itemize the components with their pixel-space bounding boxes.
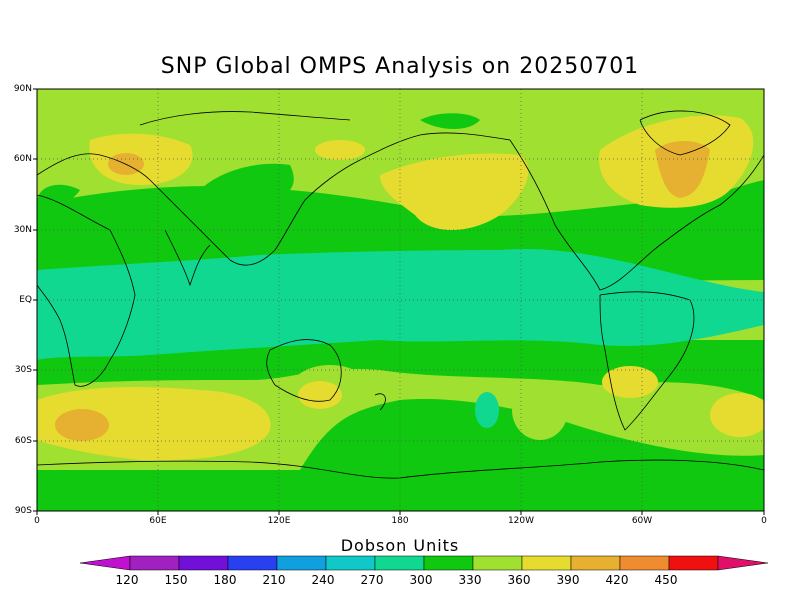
contour-blob-390-n1 xyxy=(655,141,710,198)
coast-new-zealand xyxy=(374,393,386,411)
colorbar-segment xyxy=(129,555,180,571)
contour-blob-360-s3 xyxy=(710,393,764,437)
contour-band-270-tropics xyxy=(37,249,764,360)
colorbar-segment xyxy=(276,555,327,571)
lon-label-0-east: 0 xyxy=(761,516,767,526)
lat-label-60s: 60S xyxy=(14,436,32,446)
lon-label-60w: 60W xyxy=(631,516,653,526)
colorbar-tick-label: 390 xyxy=(556,573,580,587)
colorbar-segment xyxy=(472,555,523,571)
lon-label-120w: 120W xyxy=(507,516,535,526)
colorbar-tick-label: 300 xyxy=(409,573,433,587)
lat-label-30s: 30S xyxy=(14,365,32,375)
colorbar-tick-label: 150 xyxy=(164,573,188,587)
coast-greenland xyxy=(639,110,731,156)
colorbar-under-triangle xyxy=(79,555,131,571)
colorbar-tick-label: 330 xyxy=(458,573,482,587)
colorbar-tick-label: 270 xyxy=(360,573,384,587)
contour-band-300-arctic xyxy=(420,113,480,129)
colorbar-tick-label: 240 xyxy=(311,573,335,587)
coast-arctic-islands xyxy=(139,111,351,126)
contour-band-300-nw xyxy=(37,184,80,210)
lat-label-90s: 90S xyxy=(14,506,32,516)
ozone-field xyxy=(37,89,764,511)
colorbar-tick-label: 180 xyxy=(213,573,237,587)
colorbar-tick-label: 420 xyxy=(605,573,629,587)
coast-asia xyxy=(149,132,511,266)
colorbar-segment xyxy=(178,555,229,571)
colorbar-segment xyxy=(570,555,621,571)
contour-blob-360-n4 xyxy=(315,140,365,160)
colorbar-tick-label: 210 xyxy=(262,573,286,587)
coast-australia xyxy=(266,339,342,402)
lon-label-120e: 120E xyxy=(267,516,291,526)
lon-label-0: 0 xyxy=(34,516,40,526)
contour-band-360-south-west xyxy=(37,387,271,461)
contour-band-300-asia xyxy=(200,163,294,200)
axis-ticks xyxy=(33,88,765,515)
colorbar-segment xyxy=(521,555,572,571)
colorbar-segment xyxy=(374,555,425,571)
contour-blob-360-s4 xyxy=(602,366,658,398)
coast-europe xyxy=(37,153,151,181)
colorbar xyxy=(79,555,769,571)
lat-label-90n: 90N xyxy=(13,84,32,94)
colorbar-segment xyxy=(227,555,278,571)
colorbar-tick-label: 120 xyxy=(115,573,139,587)
colorbar-segment xyxy=(619,555,670,571)
map-title: SNP Global OMPS Analysis on 20250701 xyxy=(160,54,640,79)
coast-africa xyxy=(37,194,136,387)
lat-label-60n: 60N xyxy=(13,154,32,164)
contour-blob-270-south xyxy=(475,392,499,428)
lat-label-30n: 30N xyxy=(13,225,32,235)
colorbar-tick-label: 360 xyxy=(507,573,531,587)
lon-label-180: 180 xyxy=(391,516,409,526)
colorbar-segment xyxy=(325,555,376,571)
contour-band-300-south xyxy=(37,340,764,400)
coast-north-america xyxy=(509,139,764,291)
coast-south-america xyxy=(599,291,695,431)
colorbar-tick-label: 450 xyxy=(654,573,678,587)
contour-blob-330-s1 xyxy=(512,380,568,440)
colorbar-over-triangle xyxy=(717,555,769,571)
contour-band-300-south2 xyxy=(37,399,764,511)
coast-india xyxy=(164,229,211,287)
lat-label-eq: EQ xyxy=(19,295,32,305)
contour-band-360-north-pac xyxy=(380,153,529,230)
contour-blob-360-s2 xyxy=(298,381,342,409)
contour-blob-390-s xyxy=(55,409,109,441)
colorbar-segment xyxy=(668,555,719,571)
lon-label-60e: 60E xyxy=(149,516,167,526)
colorbar-segment xyxy=(423,555,474,571)
colorbar-title: Dobson Units xyxy=(340,536,460,555)
